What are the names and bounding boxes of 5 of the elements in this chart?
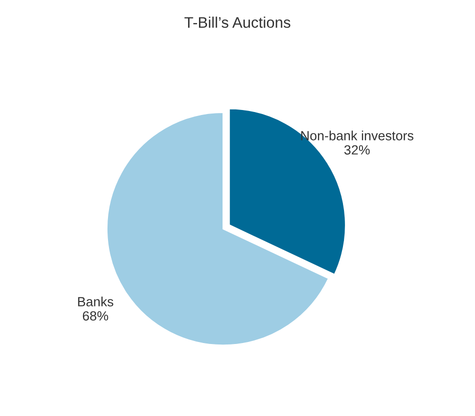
data-label: 32% [344, 145, 370, 155]
chart-title: T-Bill’s Auctions [184, 16, 290, 28]
data-label: 68% [82, 311, 108, 321]
slice-label: Non-bank investors [301, 130, 414, 140]
slice-label: Banks [78, 296, 114, 306]
